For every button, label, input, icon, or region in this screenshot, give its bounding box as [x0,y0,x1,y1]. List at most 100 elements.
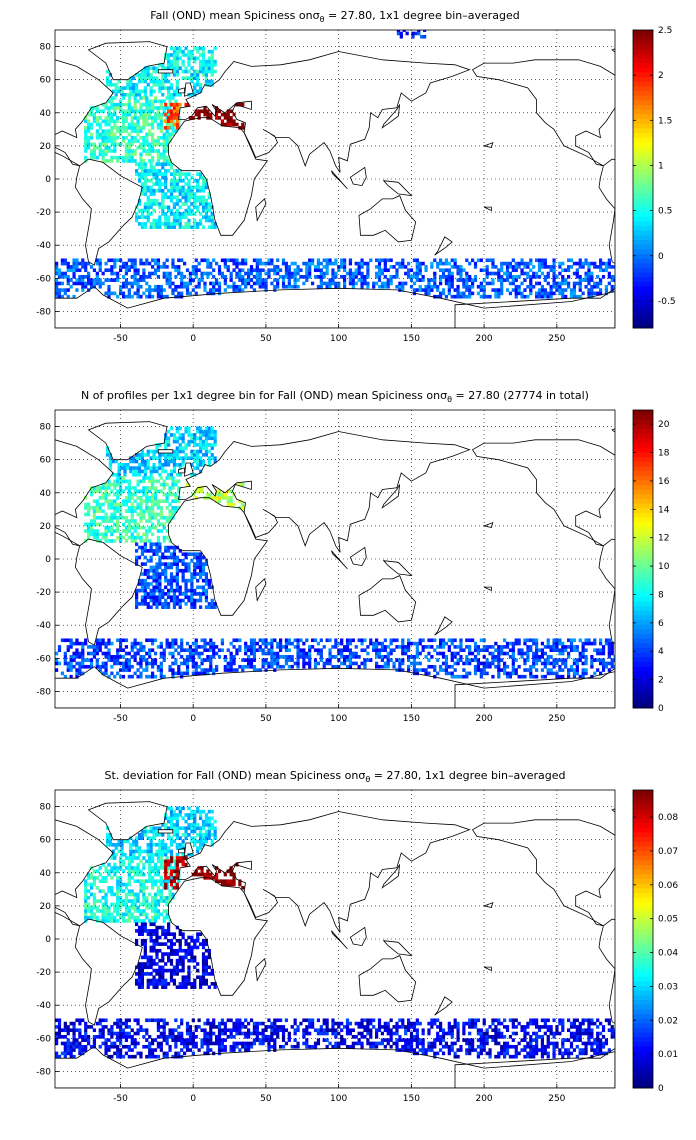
x-tick-label: 200 [475,714,492,724]
colorbar-tick-label: 0.05 [658,915,678,925]
region-north-atlantic-subpolar [105,806,217,857]
x-tick-label: 250 [548,1094,565,1104]
x-tick-label: 250 [548,714,565,724]
colorbar: -0.5 0 0.5 1 1.5 2 2.5 [632,26,676,329]
chart-title: St. deviation for Fall (OND) mean Spicin… [104,769,566,785]
region-mediterranean [191,862,245,890]
colorbar-tick-label: -0.5 [658,297,676,307]
colorbar-tick-label: 0.02 [658,1016,678,1026]
x-tick-label: 200 [475,334,492,344]
colorbar-tick-label: 1 [658,161,664,171]
colorbar-tick-label: 2 [658,676,664,686]
y-tick-label: 20 [40,902,52,912]
y-tick-label: -60 [36,1034,51,1044]
panel-spiciness-mean: Fall (OND) mean Spiciness onσθ = 27.80, … [0,0,696,380]
colorbar-tick-label: 6 [658,619,664,629]
grid-lines [55,790,615,1088]
colorbar: 0 0.01 0.02 0.03 0.04 0.05 0.06 0.07 0.08 [632,789,678,1094]
y-tick-label: 40 [40,109,52,119]
region-south-atlantic [135,162,217,229]
y-tick-label: -20 [36,588,51,598]
x-tick-label: -50 [113,334,128,344]
y-tick-label: -80 [36,307,51,317]
region-north-atlantic-subpolar [105,46,217,97]
colorbar-tick-label: 0.5 [658,207,672,217]
y-tick-label: 0 [45,935,51,945]
colorbar-tick-label: 10 [658,562,670,572]
colorbar-tick-label: 2 [658,71,664,81]
y-tick-label: -40 [36,1001,51,1011]
region-south-atlantic [135,542,217,609]
colorbar-tick-label: 0.03 [658,982,678,992]
y-tick-label: -80 [36,1067,51,1077]
colorbar: 0 2 4 6 8 10 12 14 16 18 20 [632,409,670,714]
region-mediterranean-outflow [164,102,188,130]
y-tick-label: -80 [36,687,51,697]
x-tick-label: 50 [260,334,272,344]
region-southern-ocean [55,258,615,299]
coastlines [55,801,615,1088]
colorbar-tick-label: 0.01 [658,1050,678,1060]
grid-lines [55,30,615,328]
x-tick-label: 150 [403,714,420,724]
y-tick-label: 0 [45,555,51,565]
colorbar-tick-label: 14 [658,505,670,515]
colorbar-tick-label: 0.08 [658,813,678,823]
x-tick-label: 150 [403,1094,420,1104]
panel-spiciness-std: St. deviation for Fall (OND) mean Spicin… [0,760,696,1140]
coastlines [55,41,615,328]
y-tick-label: 40 [40,869,52,879]
region-south-atlantic [135,922,217,989]
colorbar-tick-label: 18 [658,449,670,459]
x-tick-label: 150 [403,334,420,344]
colorbar-tick-label: 0 [658,1084,664,1094]
y-tick-label: -40 [36,241,51,251]
colorbar-tick-label: 0.06 [658,881,678,891]
region-subtropical-north-atlantic [84,476,181,543]
y-tick-label: -40 [36,621,51,631]
x-tick-label: 100 [330,334,347,344]
y-tick-label: 60 [40,76,52,86]
y-tick-label: 60 [40,456,52,466]
region-southern-ocean [55,1018,615,1059]
x-tick-label: 200 [475,1094,492,1104]
y-tick-label: 0 [45,175,51,185]
x-tick-label: 100 [330,714,347,724]
colorbar-tick-label: 2.5 [658,26,672,36]
colorbar-tick-label: 12 [658,534,669,544]
x-tick-label: 0 [190,334,196,344]
x-tick-label: 0 [190,1094,196,1104]
colorbar-tick-label: 0.07 [658,847,678,857]
region-mediterranean-outflow [164,856,188,890]
heatmap-cells [55,426,615,679]
colorbar-tick-label: 1.5 [658,116,672,126]
y-tick-label: 80 [40,423,52,433]
y-tick-label: -60 [36,654,51,664]
heatmap-cells [55,30,615,299]
y-tick-label: -60 [36,274,51,284]
region-southern-ocean [55,638,615,679]
y-tick-label: 40 [40,489,52,499]
x-tick-label: 250 [548,334,565,344]
map-chart: -50 0 50 100 150 200 250806040200-20-40-60-800… [36,789,678,1104]
x-tick-label: -50 [113,714,128,724]
x-tick-label: 0 [190,714,196,724]
y-tick-label: 20 [40,142,52,152]
region-north-atlantic-subpolar [105,426,217,477]
colorbar-tick-label: 0 [658,704,664,714]
colorbar-tick-label: 16 [658,477,670,487]
colorbar-tick-label: 20 [658,420,670,430]
map-chart: -50 0 50 100 150 200 250806040200-20-40-60-80-… [36,26,676,344]
x-tick-label: 100 [330,1094,347,1104]
y-tick-label: 80 [40,43,52,53]
x-tick-label: 50 [260,1094,272,1104]
colorbar-tick-label: 0 [658,252,664,262]
y-tick-label: 20 [40,522,52,532]
y-tick-label: -20 [36,208,51,218]
region-arctic-patch [396,30,427,39]
y-tick-label: -20 [36,968,51,978]
x-tick-label: -50 [113,1094,128,1104]
coastlines [55,421,615,708]
y-tick-label: 80 [40,803,52,813]
colorbar-tick-label: 0.04 [658,949,678,959]
